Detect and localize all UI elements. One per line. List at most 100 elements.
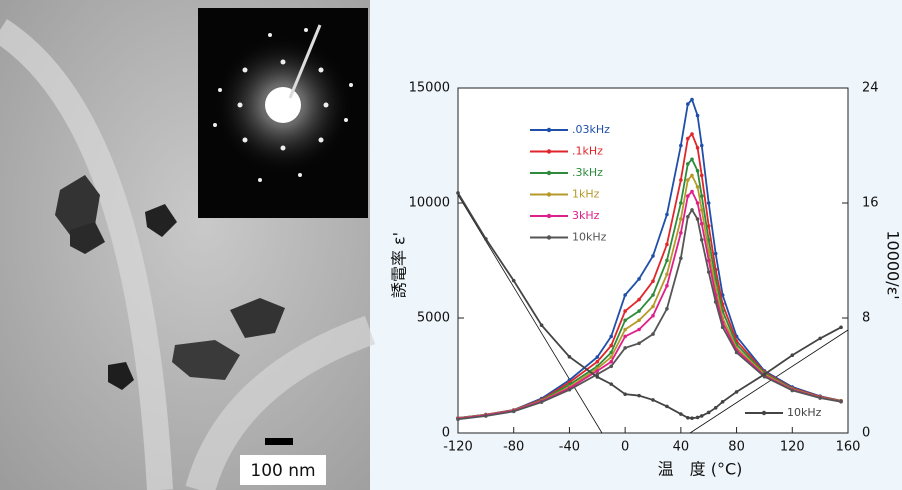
point bbox=[699, 143, 704, 148]
point bbox=[679, 256, 683, 261]
plot bbox=[457, 87, 849, 434]
point bbox=[690, 416, 694, 420]
plot-frame bbox=[457, 87, 849, 434]
point bbox=[456, 191, 460, 195]
legend-label: .3kHz bbox=[572, 166, 603, 179]
y2-axis-label: 10000/ε' bbox=[884, 230, 902, 299]
point bbox=[637, 277, 641, 281]
point bbox=[651, 313, 655, 318]
point bbox=[699, 221, 704, 226]
tem-image: 100 nm bbox=[0, 0, 376, 490]
point bbox=[623, 392, 627, 396]
point bbox=[686, 415, 690, 420]
y2-tick-label: 16 bbox=[862, 196, 879, 211]
point bbox=[713, 300, 718, 304]
legend-label: .03kHz bbox=[572, 123, 610, 136]
point bbox=[679, 217, 683, 221]
point bbox=[839, 399, 843, 404]
point bbox=[456, 417, 460, 422]
point bbox=[699, 414, 704, 418]
x-tick-label: -80 bbox=[503, 440, 524, 455]
y-tick-label: 15000 bbox=[409, 81, 450, 96]
point bbox=[695, 146, 700, 150]
point bbox=[734, 350, 739, 355]
y2-tick-label: 8 bbox=[862, 311, 870, 326]
x-tick-label: 40 bbox=[673, 440, 690, 455]
point bbox=[665, 258, 669, 263]
legend-marker bbox=[761, 410, 767, 416]
point bbox=[720, 400, 725, 404]
legend-marker bbox=[546, 170, 552, 176]
point bbox=[695, 217, 700, 221]
x-axis-label: 温 度 (°C) bbox=[658, 460, 743, 479]
series-line bbox=[457, 157, 842, 419]
point bbox=[686, 194, 690, 198]
point bbox=[679, 201, 683, 205]
point bbox=[637, 297, 641, 302]
point bbox=[651, 293, 655, 297]
point bbox=[665, 284, 669, 288]
point bbox=[665, 212, 669, 217]
series-line bbox=[457, 208, 842, 421]
point bbox=[539, 323, 544, 327]
legend-marker bbox=[546, 149, 552, 154]
point bbox=[734, 390, 739, 394]
x-tick-label: -40 bbox=[559, 440, 580, 455]
point bbox=[686, 162, 690, 166]
point bbox=[665, 272, 669, 277]
point bbox=[839, 325, 843, 330]
x-tick-label: -120 bbox=[443, 440, 473, 455]
point bbox=[651, 332, 655, 336]
point bbox=[699, 194, 704, 198]
point bbox=[690, 208, 694, 212]
point bbox=[511, 278, 516, 283]
point bbox=[623, 334, 627, 339]
point bbox=[679, 178, 683, 182]
fit-line bbox=[457, 194, 603, 434]
point bbox=[706, 410, 711, 415]
point bbox=[686, 102, 690, 106]
point bbox=[790, 353, 795, 358]
x-tick-label: 120 bbox=[780, 440, 805, 455]
point bbox=[690, 97, 694, 102]
point bbox=[706, 201, 711, 205]
point bbox=[637, 318, 641, 323]
point bbox=[686, 136, 690, 141]
point bbox=[623, 293, 627, 297]
point bbox=[706, 258, 711, 263]
point bbox=[706, 224, 711, 228]
point bbox=[595, 369, 600, 373]
x-tick-label: 160 bbox=[836, 440, 861, 455]
point bbox=[695, 415, 700, 420]
y2-tick-label: 0 bbox=[862, 426, 870, 441]
point bbox=[790, 388, 795, 393]
point bbox=[706, 270, 711, 274]
point bbox=[623, 346, 627, 350]
fit-line bbox=[689, 329, 849, 434]
point bbox=[686, 178, 690, 182]
x-tick-label: 80 bbox=[728, 440, 745, 455]
point bbox=[695, 169, 700, 173]
point bbox=[651, 254, 655, 258]
point bbox=[695, 113, 700, 118]
legend-label: 3kHz bbox=[572, 209, 600, 222]
point bbox=[484, 237, 488, 241]
legend-label: .1kHz bbox=[572, 145, 603, 158]
point bbox=[686, 215, 690, 219]
point bbox=[679, 412, 683, 416]
point bbox=[623, 309, 627, 313]
legend-marker bbox=[546, 127, 552, 133]
series-line bbox=[457, 173, 842, 420]
point bbox=[637, 341, 641, 346]
point bbox=[637, 327, 641, 332]
point bbox=[595, 359, 600, 364]
point bbox=[713, 406, 718, 410]
point bbox=[651, 398, 655, 402]
y-tick-label: 5000 bbox=[417, 311, 450, 326]
point bbox=[720, 325, 725, 330]
point bbox=[713, 251, 718, 256]
point bbox=[695, 185, 700, 189]
point bbox=[511, 409, 516, 414]
